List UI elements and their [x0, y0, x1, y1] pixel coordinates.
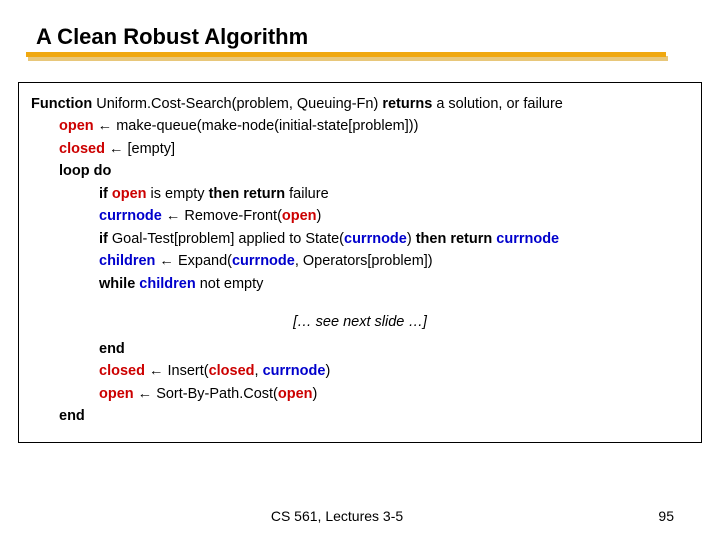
- kw-function: Function: [31, 96, 92, 112]
- kw-thenreturn-2: then return: [416, 231, 493, 247]
- footer-course: CS 561, Lectures 3-5: [0, 508, 674, 524]
- algo-line-loop: loop do: [31, 160, 689, 182]
- txt-l6b: , Operators[problem]): [295, 253, 433, 269]
- continue-note: [… see next slide …]: [31, 311, 689, 333]
- algo-line-while: while children not empty: [31, 273, 689, 295]
- kw-end-1: end: [99, 341, 125, 357]
- title-underline: [26, 52, 666, 66]
- var-open-3: open: [282, 208, 317, 224]
- txt-l3b: failure: [285, 186, 329, 202]
- kw-end-2: end: [59, 408, 85, 424]
- txt-l1: ← make-queue(make-node(initial-state[pro…: [94, 118, 419, 134]
- sig-text-a: Uniform.Cost-Search(problem, Queuing-Fn): [92, 96, 382, 112]
- var-closed-2: closed: [99, 363, 145, 379]
- var-open: open: [59, 118, 94, 134]
- slide: A Clean Robust Algorithm Function Unifor…: [0, 0, 720, 540]
- algorithm-box: Function Uniform.Cost-Search(problem, Qu…: [18, 82, 702, 443]
- slide-title: A Clean Robust Algorithm: [36, 24, 684, 50]
- var-currnode-4: currnode: [232, 253, 295, 269]
- algo-line-open-init: open ← make-queue(make-node(initial-stat…: [31, 115, 689, 137]
- kw-if-2: if: [99, 231, 108, 247]
- txt-l5b: ): [407, 231, 416, 247]
- algo-signature: Function Uniform.Cost-Search(problem, Qu…: [31, 93, 689, 115]
- algo-line-currnode: currnode ← Remove-Front(open): [31, 205, 689, 227]
- algo-line-closed-insert: closed ← Insert(closed, currnode): [31, 360, 689, 382]
- txt-l5a: Goal-Test[problem] applied to State(: [108, 231, 344, 247]
- kw-if: if: [99, 186, 108, 202]
- var-open-2: open: [112, 186, 147, 202]
- sig-text-b: a solution, or failure: [432, 96, 563, 112]
- txt-l6a: ← Expand(: [155, 253, 232, 269]
- txt-l8b: ,: [255, 363, 263, 379]
- footer-page-number: 95: [658, 508, 674, 524]
- slide-footer: CS 561, Lectures 3-5 95: [0, 508, 720, 524]
- kw-loopdo: loop do: [59, 163, 111, 179]
- var-closed-3: closed: [209, 363, 255, 379]
- var-open-4: open: [99, 386, 134, 402]
- txt-l3a: is empty: [147, 186, 209, 202]
- var-children-2: children: [139, 276, 195, 292]
- algo-line-if-empty: if open is empty then return failure: [31, 183, 689, 205]
- algo-line-closed-init: closed ← [empty]: [31, 138, 689, 160]
- underline-main: [26, 52, 666, 57]
- algo-line-end-inner: end: [31, 338, 689, 360]
- var-currnode-5: currnode: [263, 363, 326, 379]
- var-currnode-2: currnode: [344, 231, 407, 247]
- var-currnode-3: currnode: [496, 231, 559, 247]
- var-closed: closed: [59, 141, 105, 157]
- txt-l9b: ): [313, 386, 318, 402]
- algo-line-end-outer: end: [31, 405, 689, 427]
- algo-line-children: children ← Expand(currnode, Operators[pr…: [31, 250, 689, 272]
- txt-l2: ← [empty]: [105, 141, 175, 157]
- txt-l4b: ): [317, 208, 322, 224]
- var-currnode: currnode: [99, 208, 162, 224]
- txt-l8a: ← Insert(: [145, 363, 209, 379]
- txt-l9a: ← Sort-By-Path.Cost(: [134, 386, 278, 402]
- algo-line-open-sort: open ← Sort-By-Path.Cost(open): [31, 383, 689, 405]
- kw-while: while: [99, 276, 135, 292]
- var-open-5: open: [278, 386, 313, 402]
- var-children: children: [99, 253, 155, 269]
- kw-returns: returns: [382, 96, 432, 112]
- kw-thenreturn: then return: [209, 186, 286, 202]
- txt-l7: not empty: [196, 276, 264, 292]
- txt-l4a: ← Remove-Front(: [162, 208, 282, 224]
- algo-line-goaltest: if Goal-Test[problem] applied to State(c…: [31, 228, 689, 250]
- txt-l8c: ): [325, 363, 330, 379]
